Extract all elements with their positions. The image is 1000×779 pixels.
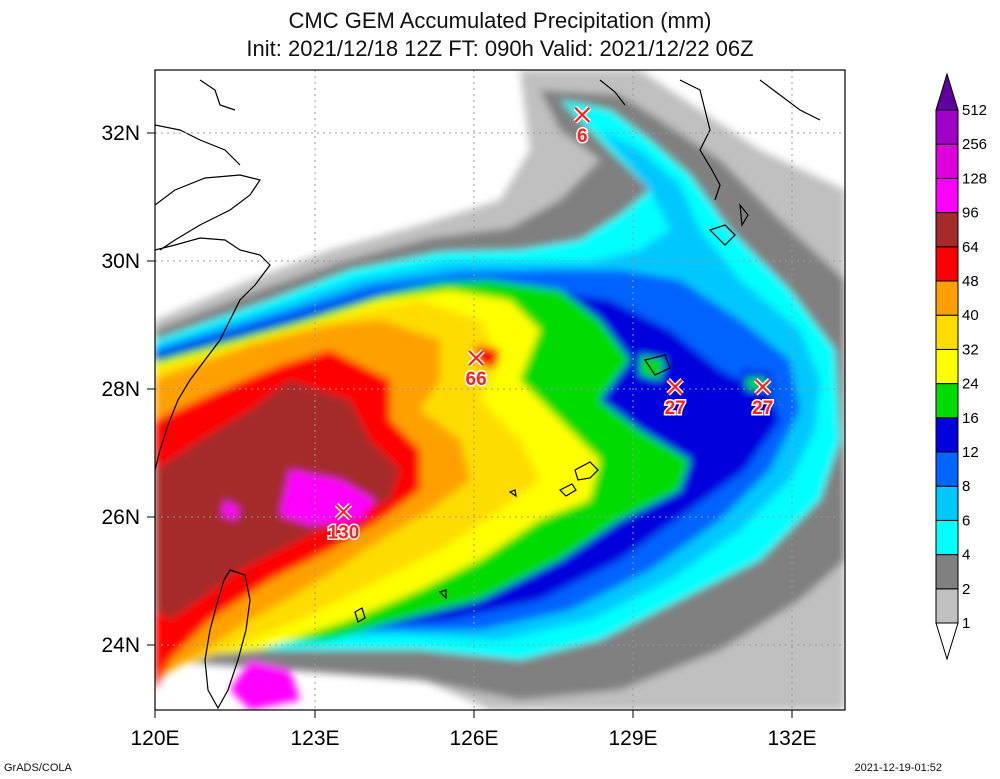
colorbar-swatch xyxy=(935,246,959,282)
station-value: 27 xyxy=(752,398,773,419)
credit-timestamp: 2021-12-19-01:52 xyxy=(854,762,942,774)
station-marker: 130 xyxy=(326,502,361,545)
colorbar-label: 4 xyxy=(962,547,970,564)
colorbar-label: 24 xyxy=(962,376,979,393)
colorbar-swatch xyxy=(935,383,959,419)
plot-frame xyxy=(154,69,846,711)
lat-label: 28N xyxy=(101,378,140,401)
colorbar-label: 16 xyxy=(962,410,979,427)
colorbar-swatch xyxy=(935,417,959,453)
map-title: CMC GEM Accumulated Precipitation (mm) xyxy=(288,8,712,33)
lon-label: 123E xyxy=(290,727,339,750)
colorbar-swatch xyxy=(935,622,959,661)
colorbar-swatch xyxy=(935,177,959,214)
station-marker: 27 xyxy=(751,378,775,420)
colorbar-swatch xyxy=(935,143,959,179)
axis-ticks xyxy=(147,132,793,718)
colorbar-label: 1 xyxy=(962,615,970,632)
lat-label: 24N xyxy=(101,634,140,657)
colorbar-label: 6 xyxy=(962,512,970,529)
map-subtitle: Init: 2021/12/18 12Z FT: 090h Valid: 202… xyxy=(246,36,754,61)
precip-field xyxy=(155,70,845,710)
lon-label: 120E xyxy=(130,727,179,750)
colorbar-label: 48 xyxy=(962,273,979,290)
credit-grads: GrADS/COLA xyxy=(4,762,72,774)
lat-label: 26N xyxy=(101,506,140,529)
colorbar-label: 128 xyxy=(962,170,987,187)
colorbar-label: 256 xyxy=(962,136,987,153)
station-marker: 6 xyxy=(573,106,592,148)
colorbar-swatch xyxy=(935,280,959,316)
colorbar-swatch xyxy=(935,314,959,350)
colorbar-label: 8 xyxy=(962,478,970,495)
colorbar-swatch xyxy=(935,109,959,145)
coastlines xyxy=(155,79,821,710)
station-value: 130 xyxy=(328,523,360,544)
colorbar-swatch xyxy=(935,519,959,556)
station-marker: 66 xyxy=(464,349,488,392)
lon-label: 126E xyxy=(449,727,498,750)
station-value: 6 xyxy=(577,126,588,147)
colorbar-swatch xyxy=(935,451,959,487)
colorbar-label: 32 xyxy=(962,341,979,358)
colorbar-swatch xyxy=(935,485,959,521)
colorbar-swatch xyxy=(935,348,959,385)
colorbar-swatch xyxy=(935,554,959,590)
lon-label: 132E xyxy=(767,727,816,750)
colorbar-label: 40 xyxy=(962,307,979,324)
colorbar-label: 512 xyxy=(962,102,987,119)
colorbar-swatch xyxy=(935,212,959,248)
colorbar-label: 12 xyxy=(962,444,979,461)
lat-label: 30N xyxy=(101,250,140,273)
gridlines xyxy=(155,70,845,710)
colorbar-swatch xyxy=(935,588,959,624)
lat-label: 32N xyxy=(101,122,140,145)
lon-label: 129E xyxy=(608,727,657,750)
colorbar-label: 64 xyxy=(962,239,979,256)
colorbar-swatch xyxy=(935,72,959,111)
colorbar-label: 2 xyxy=(962,581,970,598)
station-value: 66 xyxy=(466,369,487,390)
station-marker: 27 xyxy=(663,378,687,420)
station-value: 27 xyxy=(665,398,686,419)
colorbar-label: 96 xyxy=(962,205,979,222)
